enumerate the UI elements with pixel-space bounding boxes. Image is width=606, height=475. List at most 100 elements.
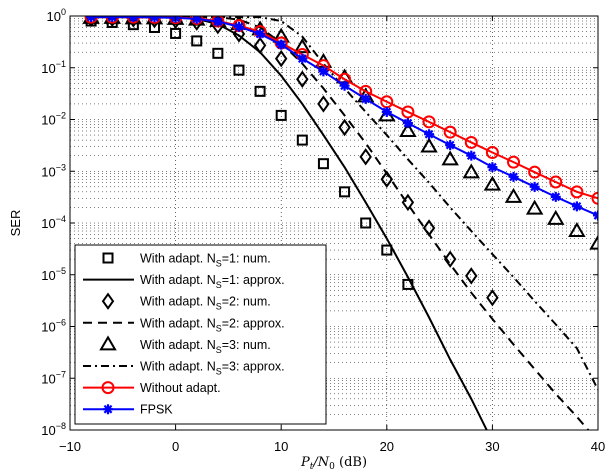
y-tick-exp: −2 bbox=[56, 111, 66, 121]
series-line bbox=[91, 16, 598, 391]
data-point bbox=[339, 80, 350, 91]
y-tick-label: 10−3 bbox=[41, 162, 66, 179]
legend-label-tail: =3: approx. bbox=[222, 360, 285, 374]
legend-entry: FPSK bbox=[83, 403, 173, 417]
data-point bbox=[128, 16, 139, 23]
x-tick-label: 40 bbox=[591, 439, 605, 454]
legend-label: With adapt. NS=3: num. bbox=[140, 338, 271, 355]
data-point bbox=[293, 38, 312, 54]
y-tick-base: 10 bbox=[41, 268, 55, 283]
y-tick-label: 10−4 bbox=[41, 214, 66, 231]
data-point bbox=[399, 121, 417, 137]
data-point bbox=[420, 137, 438, 153]
legend-label-sub: S bbox=[216, 302, 222, 312]
data-point bbox=[317, 95, 330, 113]
legend-label-tail: =1: num. bbox=[222, 252, 271, 266]
legend-entry: With adapt. NS=2: num. bbox=[101, 292, 271, 312]
y-tick-base: 10 bbox=[41, 371, 55, 386]
y-tick-label: 10−7 bbox=[41, 369, 66, 386]
legend: With adapt. NS=1: num.With adapt. NS=1: … bbox=[74, 244, 327, 425]
data-point bbox=[297, 53, 308, 64]
y-tick-exp: −8 bbox=[56, 421, 66, 431]
data-point bbox=[255, 28, 266, 39]
data-point bbox=[402, 118, 413, 129]
legend-entry: With adapt. NS=3: approx. bbox=[83, 360, 285, 377]
legend-label: FPSK bbox=[140, 403, 173, 417]
legend-label-tail: =3: num. bbox=[222, 338, 271, 352]
data-point bbox=[445, 140, 456, 151]
y-tick-label: 10−2 bbox=[41, 111, 66, 128]
y-axis-label: SER bbox=[8, 210, 23, 237]
data-point bbox=[568, 222, 586, 238]
data-point bbox=[339, 186, 351, 198]
y-tick-exp: −6 bbox=[56, 318, 66, 328]
y-tick-exp: −1 bbox=[56, 59, 66, 69]
legend-marker bbox=[99, 335, 117, 351]
data-point bbox=[528, 165, 542, 179]
data-point bbox=[360, 217, 372, 229]
legend-marker bbox=[102, 252, 114, 264]
y-tick-label: 10−5 bbox=[41, 266, 66, 283]
data-point bbox=[232, 25, 246, 43]
data-point bbox=[507, 155, 521, 169]
data-point bbox=[443, 125, 457, 139]
data-point bbox=[233, 64, 245, 76]
legend-marker bbox=[101, 292, 115, 310]
y-tick-label: 10−1 bbox=[41, 59, 66, 76]
data-point bbox=[253, 36, 267, 55]
legend-label-main: FPSK bbox=[140, 403, 173, 417]
data-point bbox=[443, 250, 457, 268]
data-point bbox=[466, 150, 477, 161]
y-tick-exp: −4 bbox=[56, 214, 66, 224]
x-tick-label: 30 bbox=[485, 439, 499, 454]
data-point bbox=[318, 66, 329, 77]
series-line bbox=[91, 16, 590, 430]
data-point bbox=[212, 47, 224, 59]
legend-label: With adapt. NS=1: num. bbox=[140, 252, 271, 269]
legend-label-main: With adapt. N bbox=[140, 252, 216, 266]
data-point bbox=[508, 171, 519, 182]
x-axis-label-pt: P bbox=[300, 455, 310, 470]
y-tick-label: 10−6 bbox=[41, 318, 66, 335]
data-point bbox=[107, 16, 118, 23]
data-point bbox=[589, 234, 598, 250]
legend-label-main: With adapt. N bbox=[140, 273, 216, 287]
x-tick-label: 20 bbox=[380, 439, 394, 454]
legend-entry: Without adapt. bbox=[83, 381, 221, 395]
x-axis-label-unit: (dB) bbox=[335, 455, 367, 470]
x-tick-label: −10 bbox=[59, 439, 81, 454]
axes: −10 0 10 20 30 4010010−110−210−310−410−510−61… bbox=[41, 7, 605, 454]
y-tick-exp: 0 bbox=[61, 7, 66, 17]
data-point bbox=[381, 244, 393, 256]
data-point bbox=[359, 148, 372, 166]
legend-marker bbox=[101, 381, 115, 395]
data-point bbox=[149, 16, 160, 23]
data-point bbox=[254, 85, 266, 97]
x-axis-label-t: t bbox=[310, 462, 314, 472]
data-point bbox=[483, 175, 502, 191]
y-tick-base: 10 bbox=[41, 423, 55, 438]
data-point bbox=[571, 201, 582, 212]
data-point bbox=[296, 70, 309, 88]
data-point bbox=[529, 181, 540, 192]
legend-label: With adapt. NS=2: num. bbox=[140, 295, 271, 312]
legend-label-main: With adapt. N bbox=[140, 316, 216, 330]
data-point bbox=[275, 109, 287, 121]
data-point bbox=[233, 21, 244, 32]
data-point bbox=[487, 162, 498, 173]
legend-entry: With adapt. NS=1: approx. bbox=[83, 273, 285, 290]
legend-label-sub: S bbox=[216, 323, 222, 333]
data-point bbox=[547, 209, 565, 225]
legend-box bbox=[74, 244, 327, 425]
data-point bbox=[191, 16, 202, 24]
series-6 bbox=[91, 16, 598, 391]
series-4 bbox=[91, 16, 590, 430]
data-point bbox=[360, 93, 371, 104]
legend-label: Without adapt. bbox=[140, 381, 221, 395]
x-axis-label: Pt/N0 (dB) bbox=[300, 455, 367, 472]
data-point bbox=[464, 135, 478, 149]
legend-entry: With adapt. NS=2: approx. bbox=[83, 316, 285, 333]
legend-label: With adapt. NS=3: approx. bbox=[140, 360, 285, 377]
data-point bbox=[276, 39, 287, 50]
